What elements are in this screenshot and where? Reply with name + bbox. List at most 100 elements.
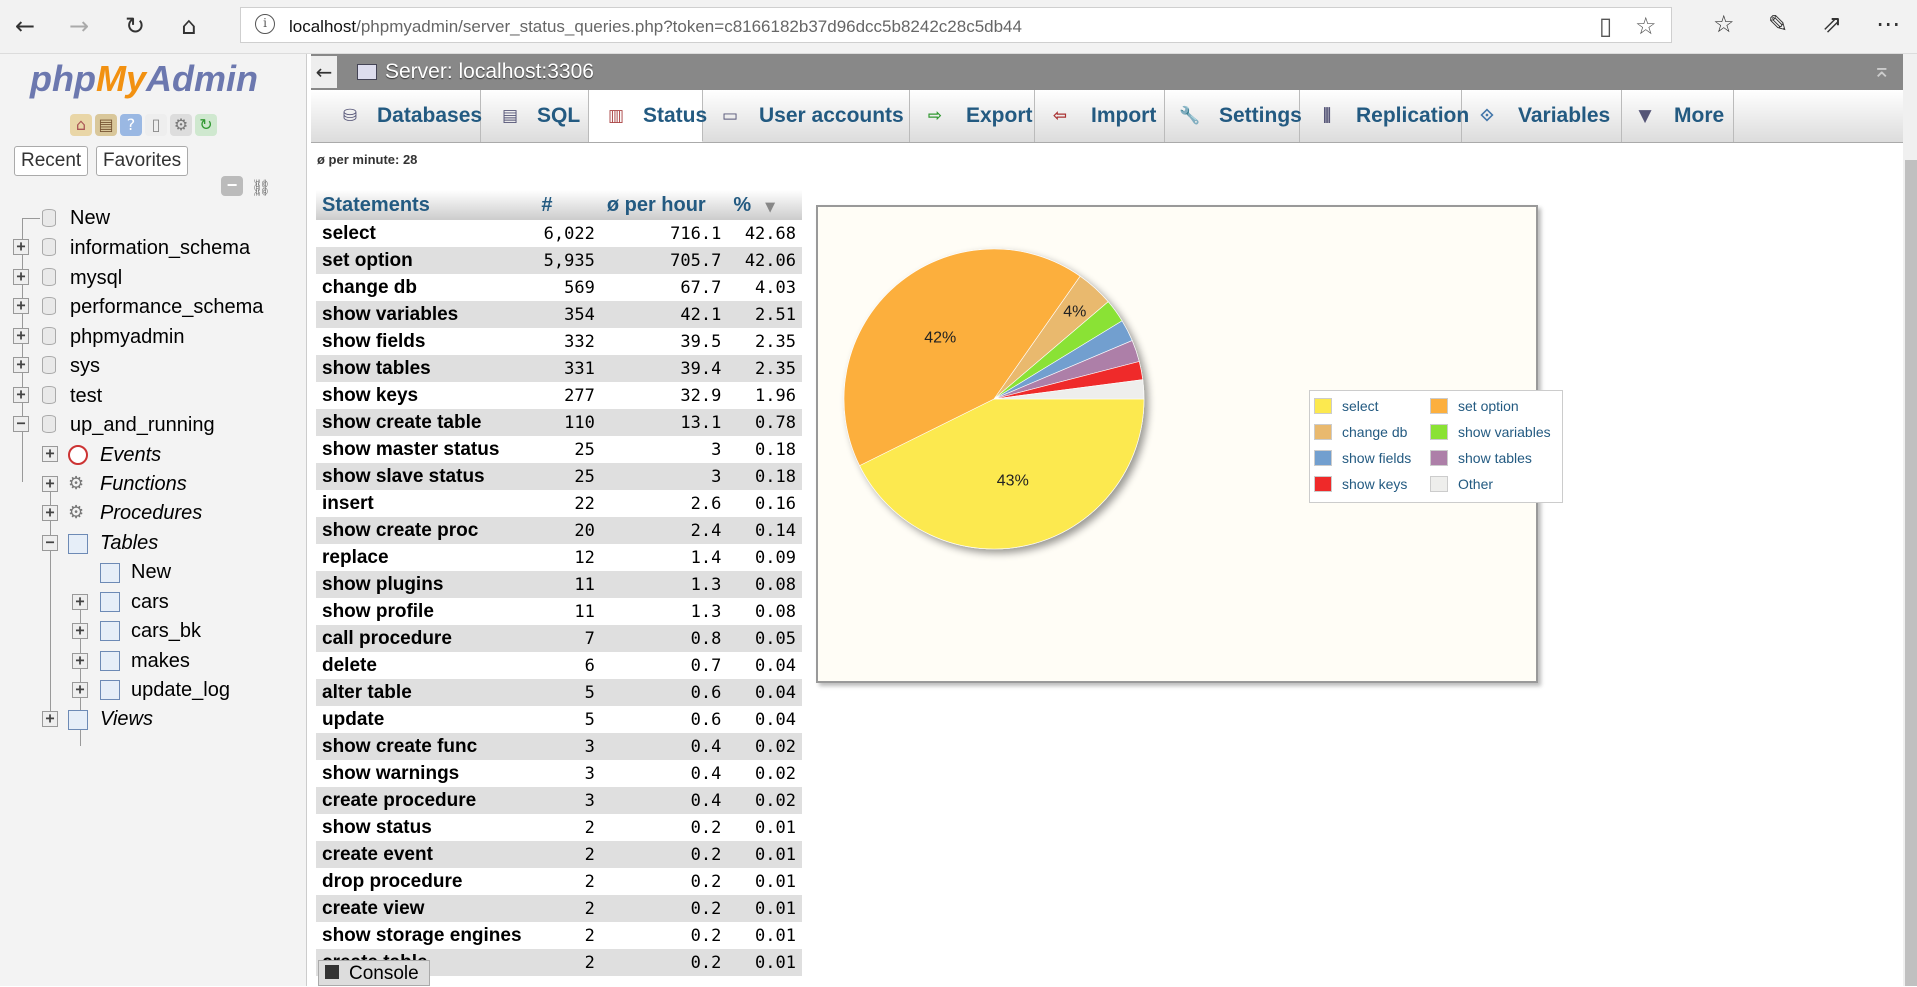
docs-icon[interactable]: ▯ [145, 114, 167, 136]
legend-item[interactable]: set option [1430, 395, 1519, 417]
stmt-percent-cell: 4.03 [727, 274, 802, 301]
legend-item[interactable]: Other [1430, 473, 1493, 495]
nav-db-performance-schema[interactable]: performance_schema [70, 296, 264, 318]
console-toggle[interactable]: Console [318, 960, 430, 986]
forward-arrow-icon[interactable]: → [68, 12, 90, 40]
nav-table-cars[interactable]: cars [131, 591, 169, 613]
expand-icon[interactable]: + [13, 239, 29, 255]
home-icon[interactable]: ⌂ [70, 114, 92, 136]
settings-gear-icon[interactable]: ⚙ [170, 114, 192, 136]
favorites-tab[interactable]: Favorites [96, 146, 189, 176]
collapse-icon[interactable]: − [42, 535, 58, 551]
legend-item[interactable]: show variables [1430, 421, 1551, 443]
stmt-name-cell: create event [316, 841, 536, 868]
table-row: select 6,022 716.1 42.68 [316, 220, 802, 247]
collapse-all-icon[interactable]: − [221, 176, 243, 196]
nav-table-cars-bk[interactable]: cars_bk [131, 620, 202, 642]
expand-icon[interactable]: + [13, 269, 29, 285]
back-arrow-icon[interactable]: ← [14, 12, 36, 40]
link-with-main-icon[interactable]: ⛓ [251, 178, 272, 197]
tab-replication[interactable]: ⫼ Replication [1300, 90, 1469, 142]
nav-tables[interactable]: Tables [100, 532, 159, 554]
tab-settings[interactable]: 🔧 Settings [1165, 90, 1302, 142]
collapse-icon[interactable]: − [13, 416, 29, 432]
logout-icon[interactable]: ▤ [95, 114, 117, 136]
legend-item[interactable]: show keys [1314, 473, 1407, 495]
expand-icon[interactable]: + [42, 711, 58, 727]
stmt-count-cell: 7 [535, 625, 601, 652]
pie-slice-set-option[interactable] [843, 248, 1081, 466]
collapse-nav-arrow-icon[interactable]: ← [311, 56, 337, 88]
expand-icon[interactable]: + [13, 298, 29, 314]
users-icon: ▭ [721, 106, 739, 126]
server-title[interactable]: Server: localhost:3306 [385, 60, 594, 83]
tab-user-accounts[interactable]: ▭ User accounts [703, 90, 910, 142]
tab-import[interactable]: ⇦ Import [1035, 90, 1165, 142]
expand-icon[interactable]: + [13, 387, 29, 403]
query-pie-chart: 43% 42% 4% select set option change db show v… [816, 205, 1563, 683]
expand-icon[interactable]: + [72, 653, 88, 669]
col-per-hour[interactable]: ø per hour [600, 190, 728, 220]
expand-icon[interactable]: + [42, 505, 58, 521]
reading-view-icon[interactable]: ▯ [1599, 12, 1613, 40]
favorite-star-icon[interactable]: ☆ [1635, 12, 1657, 40]
stmt-count-cell: 277 [535, 382, 601, 409]
scrollbar-thumb[interactable] [1905, 160, 1917, 986]
tab-export[interactable]: ⇨ Export [910, 90, 1035, 142]
nav-events[interactable]: Events [100, 444, 162, 466]
legend-item[interactable]: show fields [1314, 447, 1411, 469]
expand-icon[interactable]: + [72, 594, 88, 610]
legend-item[interactable]: show tables [1430, 447, 1532, 469]
favorites-list-icon[interactable]: ☆ [1713, 10, 1735, 38]
legend-item[interactable]: select [1314, 395, 1379, 417]
nav-functions[interactable]: Functions [100, 473, 187, 495]
info-icon[interactable]: i [255, 14, 275, 34]
reload-icon[interactable]: ↻ [195, 114, 217, 136]
nav-views[interactable]: Views [100, 708, 153, 730]
tab-sql[interactable]: ▤ SQL [481, 90, 589, 142]
nav-procedures[interactable]: Procedures [100, 502, 203, 524]
col-count[interactable]: # [535, 190, 601, 220]
nav-table-update-log[interactable]: update_log [131, 679, 230, 701]
help-icon[interactable]: ? [120, 114, 142, 136]
scroll-top-icon[interactable]: ⌅ [1872, 58, 1891, 83]
tab-more[interactable]: ▼ More [1622, 90, 1734, 142]
share-icon[interactable]: ⇗ [1822, 10, 1843, 38]
nav-db-test[interactable]: test [70, 385, 103, 407]
col-percent[interactable]: % ▼ [727, 190, 802, 220]
phpmyadmin-logo[interactable]: phpMyAdmin [30, 58, 258, 99]
expand-icon[interactable]: + [72, 682, 88, 698]
more-menu-icon[interactable]: ⋯ [1876, 10, 1900, 38]
address-bar[interactable]: i localhost/phpmyadmin/server_status_que… [240, 7, 1672, 43]
tab-databases[interactable]: ⛁ Databases [319, 90, 482, 142]
pen-icon[interactable]: ✎ [1768, 10, 1789, 38]
stmt-per-hour-cell: 0.4 [600, 760, 728, 787]
expand-icon[interactable]: + [13, 328, 29, 344]
col-statements[interactable]: Statements [316, 190, 536, 220]
refresh-icon[interactable]: ↻ [124, 12, 146, 40]
expand-icon[interactable]: + [13, 357, 29, 373]
nav-db-sys[interactable]: sys [70, 355, 100, 377]
stmt-percent-cell: 0.02 [727, 760, 802, 787]
nav-new-table[interactable]: New [131, 561, 172, 583]
pie-slice-other[interactable] [993, 379, 1145, 400]
nav-db-information-schema[interactable]: information_schema [70, 237, 251, 259]
nav-db-mysql[interactable]: mysql [70, 267, 123, 289]
tab-variables[interactable]: ⟐ Variables [1462, 90, 1622, 142]
nav-new-database[interactable]: New [70, 207, 111, 229]
stmt-per-hour-cell: 0.4 [600, 787, 728, 814]
nav-table-makes[interactable]: makes [131, 650, 190, 672]
pie-slice-select[interactable] [859, 398, 1145, 550]
nav-db-phpmyadmin[interactable]: phpmyadmin [70, 326, 185, 348]
expand-icon[interactable]: + [42, 476, 58, 492]
legend-label: show fields [1342, 450, 1412, 466]
home-icon[interactable]: ⌂ [181, 12, 197, 40]
expand-icon[interactable]: + [42, 446, 58, 462]
legend-item[interactable]: change db [1314, 421, 1407, 443]
tab-status[interactable]: ▥ Status [589, 90, 707, 142]
nav-db-up-and-running[interactable]: up_and_running [70, 414, 215, 436]
tables-icon [68, 534, 88, 554]
expand-icon[interactable]: + [72, 623, 88, 639]
recent-tab[interactable]: Recent [14, 146, 89, 176]
import-icon: ⇦ [1052, 106, 1068, 126]
